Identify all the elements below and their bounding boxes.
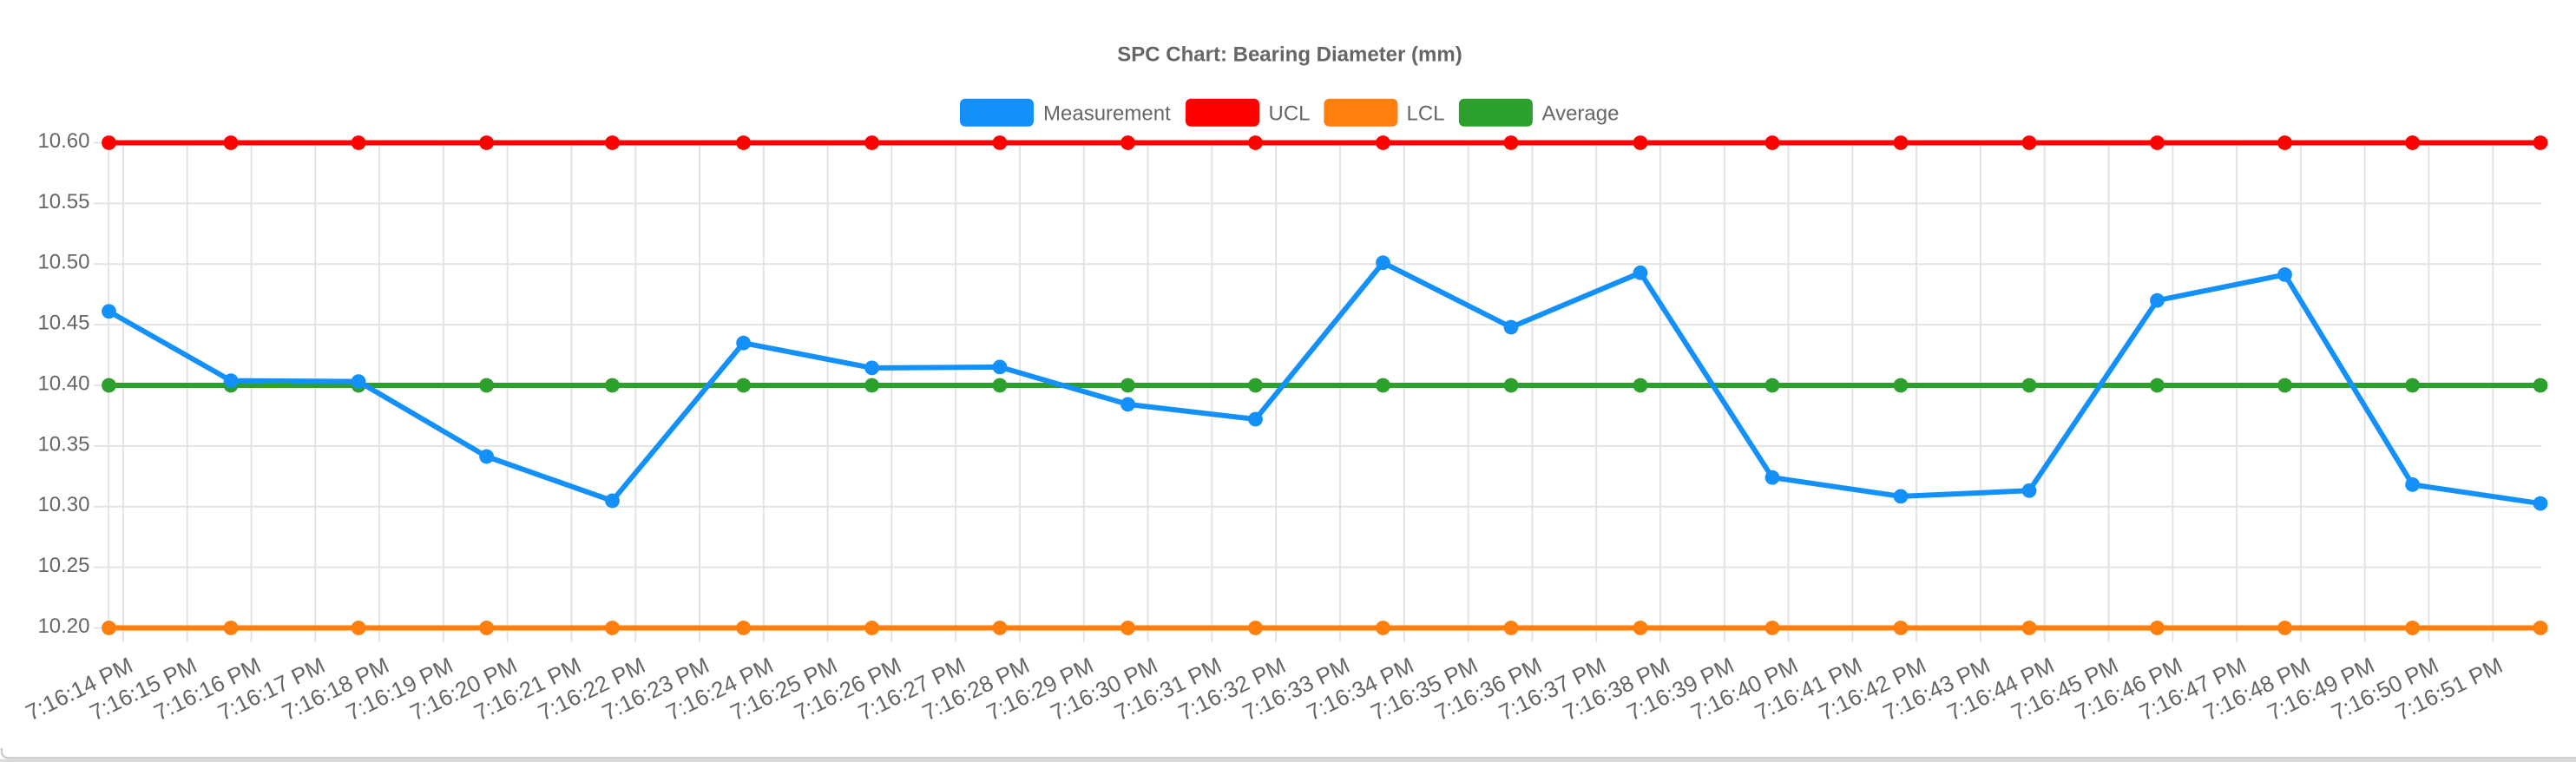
svg-text:10.55: 10.55 bbox=[37, 190, 89, 213]
svg-text:10.60: 10.60 bbox=[37, 129, 89, 153]
svg-text:UCL: UCL bbox=[1269, 102, 1311, 125]
svg-text:10.25: 10.25 bbox=[37, 554, 89, 577]
svg-text:10.35: 10.35 bbox=[37, 432, 89, 456]
svg-text:10.30: 10.30 bbox=[37, 493, 89, 516]
svg-text:Measurement: Measurement bbox=[1043, 102, 1171, 125]
svg-text:10.20: 10.20 bbox=[37, 614, 89, 638]
svg-text:LCL: LCL bbox=[1407, 102, 1445, 125]
svg-text:10.45: 10.45 bbox=[37, 312, 89, 335]
svg-text:Average: Average bbox=[1542, 102, 1620, 125]
svg-text:10.50: 10.50 bbox=[37, 251, 89, 274]
svg-text:SPC Chart: Bearing Diameter (m: SPC Chart: Bearing Diameter (mm) bbox=[1117, 43, 1462, 67]
svg-text:10.40: 10.40 bbox=[37, 371, 89, 395]
